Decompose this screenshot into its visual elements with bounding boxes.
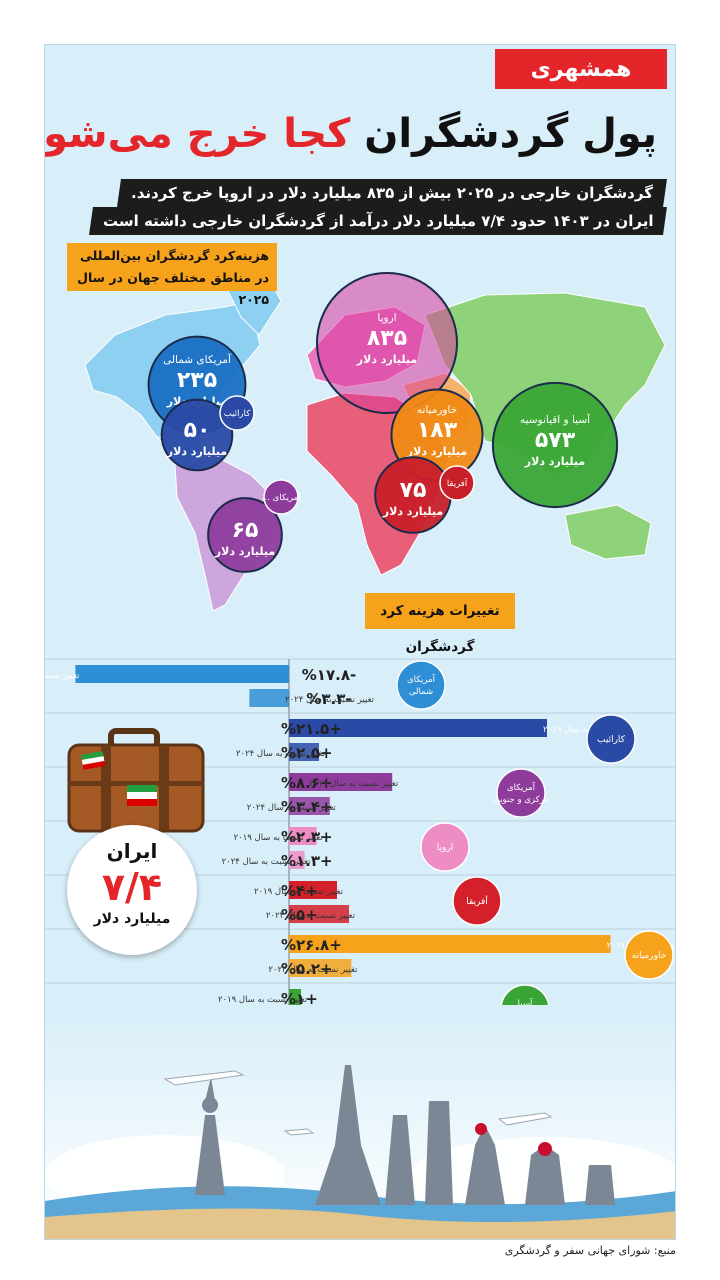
infographic-card: همشهری پول گردشگران کجا خرج می‌شود؟ گردش… [44, 44, 676, 1240]
subtitle-line-2: ایران در ۱۴۰۳ حدود ۷/۴ میلیارد دلار درآم… [88, 207, 667, 235]
bar-value: +%۲۱.۵ [281, 720, 342, 738]
bar-series-label: تغییر نسبت به سال ۲۰۲۴ [236, 749, 326, 759]
region-unit: میلیارد دلار [524, 455, 585, 468]
bar [289, 719, 547, 737]
bar [289, 743, 319, 761]
bar-series-label: تغییر نسبت به سال ۲۰۱۹ [234, 833, 324, 843]
logo: همشهری [495, 49, 667, 89]
bar-value: +%۸.۶ [281, 774, 333, 792]
title-red: کجا خرج می‌شود؟ [44, 111, 351, 157]
bar-value: +%۲.۵ [281, 744, 333, 762]
bar-value: +%۵ [281, 906, 318, 924]
region-name-badge [219, 395, 255, 431]
region-value: ۷۵ [400, 478, 427, 503]
region-badge [420, 822, 470, 872]
bar [289, 881, 337, 899]
world-map: ۲۳۵ میلیارد دلار آمریکای شمالی ۸۳۵ میلیارد د… [84, 272, 666, 611]
region-circle [316, 272, 458, 414]
region-unit: میلیارد دلار [214, 545, 275, 558]
bar [289, 989, 301, 1007]
region-value: ۶۵ [232, 518, 259, 543]
region-label: خاورمیانه [632, 951, 667, 961]
region-label: مرکزی و جنوبی [493, 795, 549, 805]
region-value: ۲۳۵ [177, 368, 217, 393]
region-badge [496, 768, 546, 818]
region-name: آمریکای شمالی [163, 353, 232, 366]
bar-series-label: تغییر نسبت به سال ۲۰۱۹ [309, 779, 399, 789]
iran-value: ۷/۴ [101, 865, 163, 909]
region-unit: میلیارد دلار [382, 505, 443, 518]
region-badge [624, 930, 674, 980]
bar-series-label: تغییر نسبت به سال ۲۰۱۹ [543, 725, 633, 735]
bar-series-label: تغییر نسبت به سال ۲۰۱۹ [45, 671, 80, 681]
bar [289, 959, 352, 977]
map-note: هزینه‌کرد گردشگران بین‌المللی در مناطق م… [67, 243, 277, 307]
region-name: آفریقا [447, 477, 468, 489]
bar-value: -%۱۷.۸ [302, 666, 356, 684]
australia-shape [564, 504, 652, 560]
iran-unit: میلیارد دلار [93, 911, 171, 927]
subtitle-line-1: گردشگران خارجی در ۲۰۲۵ بیش از ۸۳۵ میلیار… [117, 179, 667, 207]
region-label: آمریکای [407, 673, 436, 685]
bar-series-label: تغییر نسبت به سال ۲۰۱۹ [254, 887, 344, 897]
source-note: منبع: شورای جهانی سفر و گردشگری [504, 1244, 676, 1257]
chart-title: تغییرات هزینه کرد گردشگران [365, 593, 515, 655]
bar [75, 665, 290, 683]
bar-series-label: تغییر نسبت به سال ۲۰۲۴ [247, 803, 337, 813]
suitcase-icon [67, 728, 205, 833]
region-label: آمریکای [507, 781, 536, 793]
bar-series-label: تغییر نسبت به سال ۲۰۲۴ [266, 911, 356, 921]
region-name: اروپا [377, 312, 396, 324]
bar-series-label: تغییر نسبت به سال ۲۰۲۴ [268, 965, 358, 975]
bar [289, 773, 393, 791]
region-name: کارائیب [224, 409, 251, 419]
region-badge [586, 714, 636, 764]
bar-value: +%۳.۴ [281, 798, 333, 816]
bar-value: +%۴ [281, 882, 318, 900]
region-label: کارائیب [597, 735, 626, 745]
region-label: شمالی [409, 687, 433, 697]
region-value: ۱۸۳ [417, 418, 458, 443]
bar [289, 851, 305, 869]
region-name: آمریکای … [261, 491, 301, 503]
region-value: ۵۰ [184, 418, 211, 443]
bar-value: -%۳.۳ [306, 690, 351, 708]
region-value: ۵۷۳ [535, 428, 576, 453]
iran-label: ایران [106, 839, 158, 863]
iran-summary: ایران ۷/۴ میلیارد دلار [67, 825, 197, 955]
landmarks-illustration [45, 1005, 675, 1239]
bar-value: +%۱.۳ [281, 852, 333, 870]
bar-value: +%۱ [281, 990, 318, 1008]
bar [289, 827, 317, 845]
region-circle [160, 398, 234, 472]
region-name: آسیا و اقیانوسیه [520, 413, 591, 426]
bar-series-label: تغییر نسبت به سال ۲۰۲۴ [285, 695, 375, 705]
region-unit: میلیارد دلار [166, 445, 227, 458]
bar-value: +%۵.۲ [281, 960, 333, 978]
bar [249, 689, 289, 707]
region-circle [491, 381, 619, 509]
region-badge [396, 660, 446, 710]
region-unit: میلیارد دلار [406, 445, 467, 458]
region-label: اروپا [437, 843, 453, 853]
region-name-badge [439, 465, 475, 501]
bar [289, 905, 349, 923]
bar [289, 935, 611, 953]
bar [289, 797, 330, 815]
bar-series-label: تغییر نسبت به سال ۲۰۱۹ [218, 995, 308, 1005]
region-circle [207, 497, 283, 573]
region-badge [452, 876, 502, 926]
region-value: ۸۳۵ [367, 326, 407, 351]
page-title: پول گردشگران کجا خرج می‌شود؟ [45, 99, 657, 169]
bar-value: +%۲.۳ [281, 828, 333, 846]
region-name-badge [263, 479, 299, 515]
bar-value: +%۲۶.۸ [281, 936, 342, 954]
region-unit: میلیارد دلار [356, 353, 417, 366]
title-black: پول گردشگران [364, 111, 657, 157]
region-name: خاورمیانه [417, 404, 457, 416]
region-label: آفریقا [466, 895, 488, 907]
bar-series-label: تغییر نسبت به سال ۲۰۲۴ [222, 857, 312, 867]
